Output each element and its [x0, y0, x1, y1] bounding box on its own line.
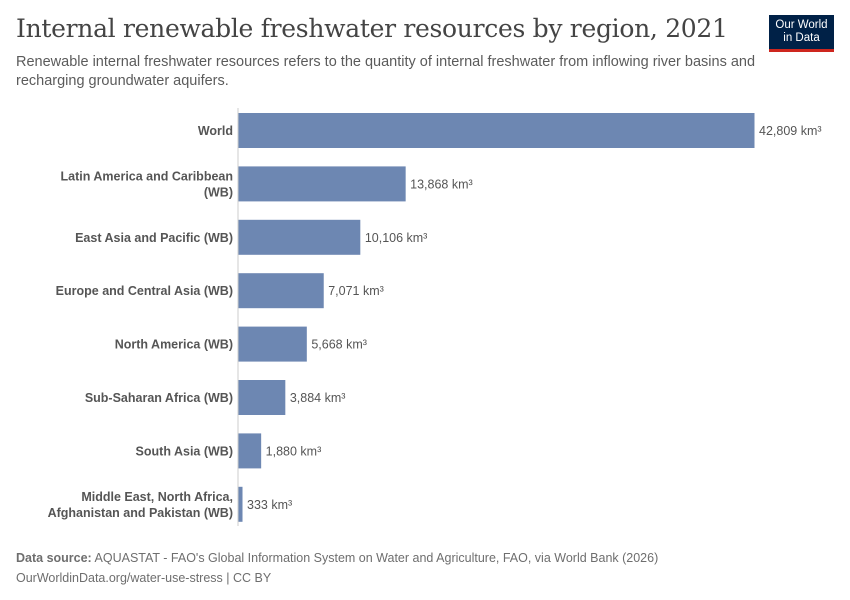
category-label-0: World: [198, 124, 233, 138]
data-source-line: Data source: AQUASTAT - FAO's Global Inf…: [16, 548, 658, 568]
bars-group: 42,809 km³ World 13,868 km³ Latin America a…: [48, 113, 822, 522]
value-label-1: 13,868 km³: [410, 177, 473, 191]
logo-line-2: in Data: [783, 32, 820, 44]
value-label-6: 1,880 km³: [266, 444, 322, 458]
category-label-6: South Asia (WB): [136, 444, 233, 458]
bar-4[interactable]: [238, 326, 307, 362]
value-label-3: 7,071 km³: [328, 284, 384, 298]
category-label-7: Middle East, North Africa, Afghanistan an…: [48, 490, 233, 520]
bar-1[interactable]: [238, 166, 406, 202]
category-label-3: Europe and Central Asia (WB): [56, 284, 233, 298]
bar-0[interactable]: [238, 113, 755, 148]
chart-title: Internal renewable freshwater resources …: [16, 14, 728, 43]
value-label-7: 333 km³: [247, 498, 292, 512]
value-label-0: 42,809 km³: [759, 124, 822, 138]
category-label-5: Sub-Saharan Africa (WB): [85, 391, 233, 405]
source-text: AQUASTAT - FAO's Global Information Syst…: [94, 551, 659, 565]
bar-6[interactable]: [238, 433, 262, 469]
logo-line-1: Our World: [775, 19, 828, 31]
bar-7[interactable]: [238, 486, 243, 522]
category-label-1: Latin America and Caribbean (WB): [61, 169, 234, 199]
bar-5[interactable]: [238, 380, 286, 415]
value-label-2: 10,106 km³: [365, 231, 428, 245]
source-label: Data source:: [16, 551, 92, 565]
value-label-4: 5,668 km³: [311, 338, 367, 352]
source-url[interactable]: OurWorldinData.org/water-use-stress | CC…: [16, 571, 272, 585]
chart-subtitle: Renewable internal freshwater resources …: [16, 54, 756, 89]
owid-logo[interactable]: Our World in Data: [769, 15, 834, 52]
category-label-4: North America (WB): [115, 338, 233, 352]
bar-2[interactable]: [238, 219, 361, 255]
bar-3[interactable]: [238, 273, 324, 309]
chart-footer: Data source: AQUASTAT - FAO's Global Inf…: [16, 548, 658, 588]
category-label-2: East Asia and Pacific (WB): [75, 231, 233, 245]
value-label-5: 3,884 km³: [290, 391, 346, 405]
bar-chart: 42,809 km³ World 13,868 km³ Latin America a…: [48, 108, 822, 526]
